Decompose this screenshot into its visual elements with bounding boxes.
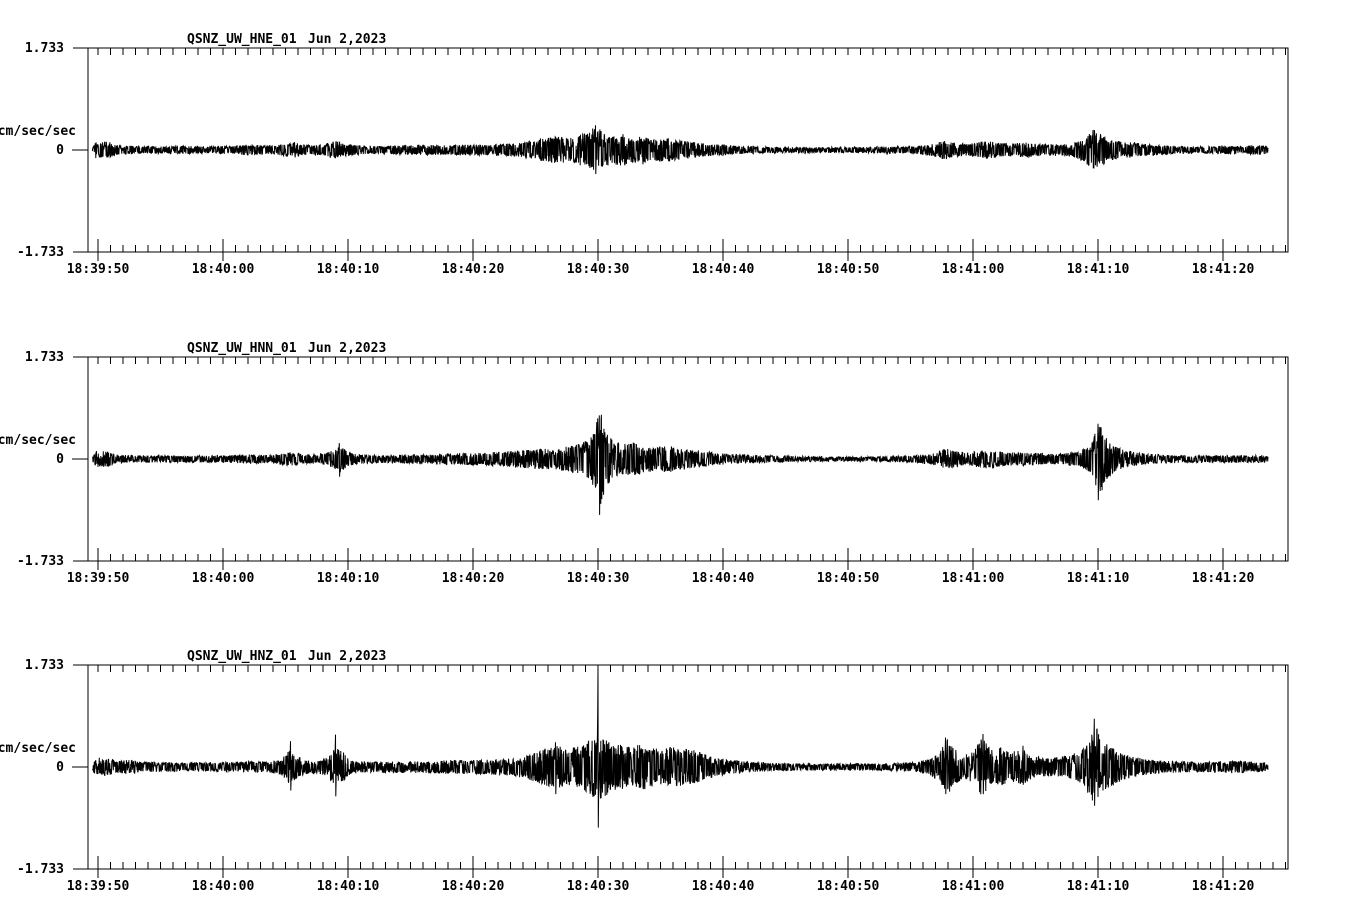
x-tick-label: 18:40:00 [192, 262, 255, 277]
y-tick-label: -1.733 [17, 245, 64, 260]
panel-title-date: Jun 2,2023 [308, 32, 386, 47]
x-tick-label: 18:40:20 [442, 262, 505, 277]
y-tick-label: 1.733 [25, 350, 64, 365]
y-tick-label: -1.733 [17, 862, 64, 877]
x-tick-label: 18:40:20 [442, 571, 505, 586]
y-tick-label: 1.733 [25, 41, 64, 56]
x-tick-label: 18:40:00 [192, 879, 255, 894]
x-tick-label: 18:41:20 [1192, 262, 1255, 277]
x-tick-label: 18:40:10 [317, 262, 380, 277]
x-tick-label: 18:40:10 [317, 879, 380, 894]
y-tick-label: 0 [56, 452, 64, 467]
panel-title-station: QSNZ_UW_HNN_01 [187, 341, 297, 356]
x-tick-label: 18:41:00 [942, 571, 1005, 586]
y-tick-label: 0 [56, 143, 64, 158]
panel-QSNZ_UW_HNZ_01: 1.733 0 -1.733 cm/sec/sec 18:39:50 18:40:00 18… [0, 649, 1289, 894]
x-tick-label: 18:41:20 [1192, 879, 1255, 894]
x-tick-label: 18:40:10 [317, 571, 380, 586]
x-tick-label: 18:41:00 [942, 879, 1005, 894]
x-tick-label: 18:40:30 [567, 571, 630, 586]
x-tick-label: 18:41:10 [1067, 571, 1130, 586]
waveform-trace-QSNZ_UW_HNZ_01 [91, 666, 1269, 828]
panel-title-date: Jun 2,2023 [308, 341, 386, 356]
x-tick-label: 18:41:10 [1067, 879, 1130, 894]
x-tick-label: 18:40:20 [442, 879, 505, 894]
x-tick-label: 18:40:50 [817, 879, 880, 894]
panel-title-station: QSNZ_UW_HNZ_01 [187, 649, 297, 664]
panel-QSNZ_UW_HNN_01: 1.733 0 -1.733 cm/sec/sec 18:39:50 18:40:00 18… [0, 341, 1289, 586]
y-axis-unit-label: cm/sec/sec [0, 741, 76, 756]
x-tick-label: 18:41:10 [1067, 262, 1130, 277]
x-tick-label: 18:41:20 [1192, 571, 1255, 586]
x-tick-label: 18:40:50 [817, 571, 880, 586]
y-tick-label: -1.733 [17, 554, 64, 569]
y-axis-unit-label: cm/sec/sec [0, 433, 76, 448]
x-tick-label: 18:40:50 [817, 262, 880, 277]
waveform-trace-QSNZ_UW_HNN_01 [91, 414, 1269, 515]
x-tick-label: 18:41:00 [942, 262, 1005, 277]
y-tick-label: 0 [56, 760, 64, 775]
x-tick-label: 18:40:40 [692, 262, 755, 277]
x-tick-label: 18:40:30 [567, 262, 630, 277]
waveform-trace-QSNZ_UW_HNE_01 [91, 125, 1269, 175]
x-tick-label: 18:40:40 [692, 571, 755, 586]
x-tick-label: 18:39:50 [67, 571, 130, 586]
panel-title-date: Jun 2,2023 [308, 649, 386, 664]
panel-title-station: QSNZ_UW_HNE_01 [187, 32, 297, 47]
panel-QSNZ_UW_HNE_01: 1.733 0 -1.733 cm/sec/sec 18:39:50 18:40:00 18… [0, 32, 1289, 277]
x-tick-label: 18:40:40 [692, 879, 755, 894]
y-tick-label: 1.733 [25, 658, 64, 673]
x-tick-label: 18:39:50 [67, 262, 130, 277]
x-tick-label: 18:40:00 [192, 571, 255, 586]
x-tick-label: 18:40:30 [567, 879, 630, 894]
x-tick-label: 18:39:50 [67, 879, 130, 894]
y-axis-unit-label: cm/sec/sec [0, 124, 76, 139]
